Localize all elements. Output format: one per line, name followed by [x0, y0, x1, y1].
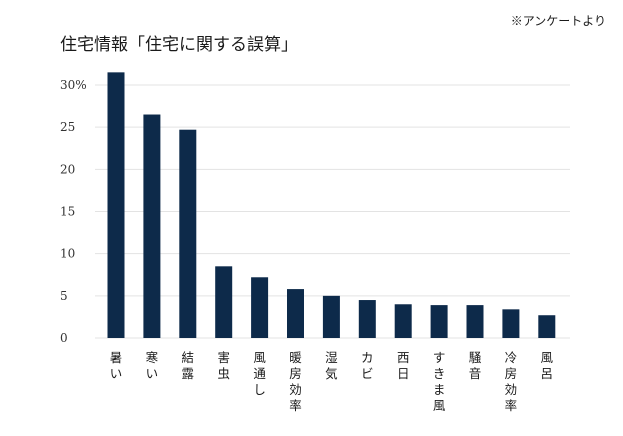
bar-5	[287, 289, 304, 338]
category-label: すきま風	[433, 350, 446, 413]
bar-4	[251, 277, 269, 338]
category-label: 冷房効率	[505, 350, 518, 413]
y-tick-label: 30%	[60, 78, 87, 92]
category-label: 湿気	[325, 350, 338, 381]
bar-6	[322, 295, 340, 338]
survey-note: ※アンケートより	[511, 14, 606, 28]
y-tick-label: 10	[60, 247, 75, 261]
y-tick-label: 5	[60, 289, 68, 303]
bar-7	[358, 300, 376, 338]
y-axis-ticks: 0 5 10 15 20 25 30%	[60, 78, 87, 345]
category-label: 暖房効率	[289, 350, 302, 413]
bars	[107, 72, 556, 339]
category-label: 結露	[182, 350, 195, 381]
y-tick-label: 25	[60, 120, 75, 134]
bar-3	[215, 266, 233, 338]
bar-10	[466, 305, 484, 338]
category-label: 騒音	[469, 350, 482, 381]
y-tick-label: 15	[60, 205, 75, 219]
bar-1	[143, 114, 161, 339]
category-label: カビ	[361, 350, 374, 381]
y-tick-label: 20	[60, 162, 75, 176]
category-label: 風呂	[541, 350, 554, 381]
bar-9	[430, 305, 448, 338]
gridlines	[95, 84, 570, 339]
chart-title: 住宅情報「住宅に関する誤算」	[60, 35, 298, 55]
category-label: 西日	[397, 350, 410, 381]
y-tick-label: 0	[60, 331, 68, 345]
category-label: 寒い	[146, 350, 159, 381]
category-label: 暑い	[110, 350, 123, 381]
bar-2	[179, 129, 197, 338]
category-label: 風通し	[253, 350, 266, 397]
bar-12	[538, 315, 556, 338]
bar-0	[107, 72, 125, 338]
bar-11	[502, 309, 520, 338]
category-label: 害虫	[217, 350, 230, 381]
bar-8	[394, 304, 412, 338]
